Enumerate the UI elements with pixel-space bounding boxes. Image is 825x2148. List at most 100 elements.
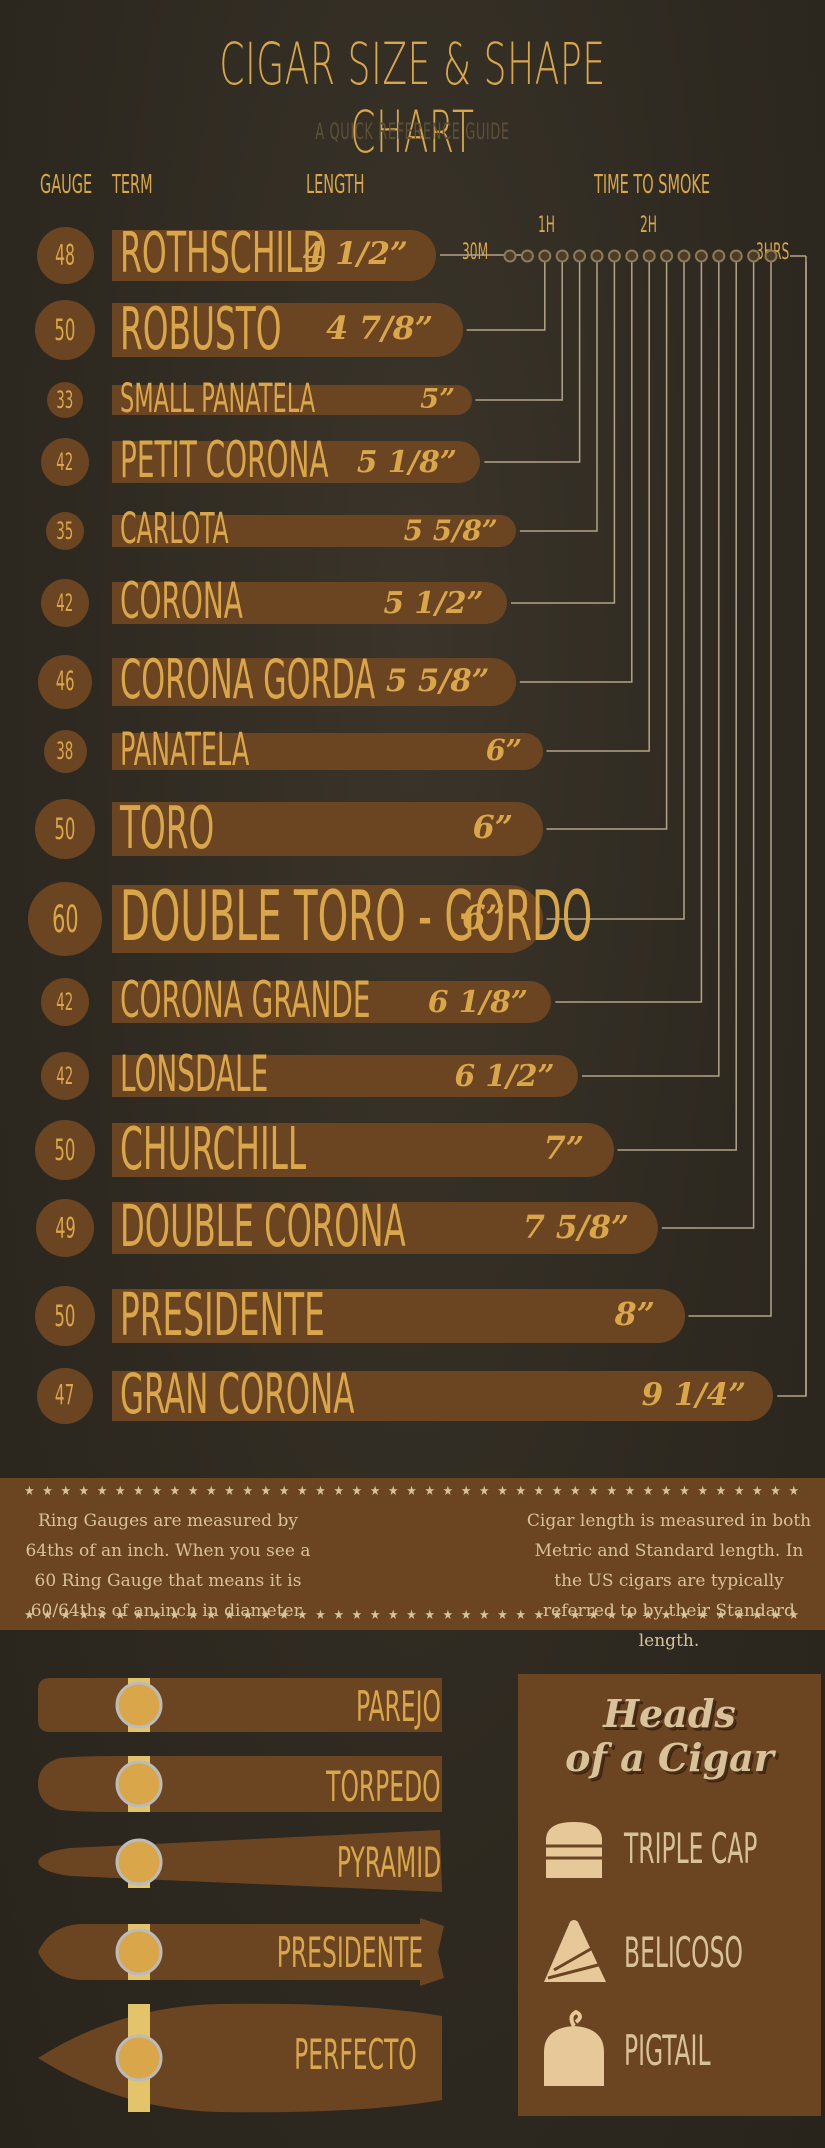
shape-label-parejo: PAREJO <box>356 1682 441 1731</box>
smoke-time-connector <box>484 256 581 463</box>
time-dot <box>520 249 534 263</box>
cigar-length: 4 7/8” <box>326 310 434 348</box>
smoke-time-connector <box>466 256 546 331</box>
gauge-value: 46 <box>55 666 75 698</box>
length-header: LENGTH <box>306 170 365 200</box>
triple-cap-icon <box>546 1822 602 1878</box>
cigar-term: TORO <box>120 792 215 862</box>
pigtail-icon <box>544 2009 604 2086</box>
gauge-circle: 60 <box>28 882 102 956</box>
smoke-time-connector <box>688 256 772 1317</box>
shape-label-pyramid: PYRAMID <box>336 1838 441 1887</box>
cigar-length: 8” <box>614 1296 655 1334</box>
cigar-length: 6” <box>462 897 506 938</box>
gauge-circle: 50 <box>35 300 95 360</box>
gauge-circle: 42 <box>40 1051 90 1101</box>
smoke-time-connector <box>546 256 668 830</box>
cigar-term: LONSDALE <box>120 1044 269 1103</box>
cigar-bar <box>112 1123 614 1177</box>
gauge-circle: 50 <box>35 799 95 859</box>
cigar-length: 5 1/8” <box>356 443 457 479</box>
cigar-bar <box>112 1371 774 1421</box>
cigar-bar <box>112 657 516 707</box>
cigar-term: ROBUSTO <box>120 293 282 363</box>
smoke-time-connector <box>546 256 650 752</box>
cigar-term: PRESIDENTE <box>120 1279 325 1349</box>
cigar-length: 7 5/8” <box>522 1208 630 1246</box>
heads-title: Heads of a Cigar <box>518 1692 821 1780</box>
cigar-term: PETIT CORONA <box>120 430 329 489</box>
gauge-circle: 47 <box>37 1368 93 1424</box>
cigar-length: 5 5/8” <box>385 662 490 699</box>
gauge-circle: 33 <box>47 382 83 418</box>
time-dot <box>538 249 552 263</box>
cigar-length: 5 1/2” <box>383 584 484 620</box>
star-border-bottom: ★ ★ ★ ★ ★ ★ ★ ★ ★ ★ ★ ★ ★ ★ ★ ★ ★ ★ ★ ★ … <box>24 1608 801 1623</box>
gauge-circle: 48 <box>36 226 94 284</box>
page-subtitle: A QUICK REFERENCE GUIDE <box>315 120 510 145</box>
gauge-value: 33 <box>56 386 74 414</box>
info-band: ★ ★ ★ ★ ★ ★ ★ ★ ★ ★ ★ ★ ★ ★ ★ ★ ★ ★ ★ ★ … <box>0 1478 825 1651</box>
cigar-length: 9 1/4” <box>641 1376 746 1413</box>
cigar-shapes-illustration <box>38 1678 444 2113</box>
gauge-value: 42 <box>56 987 74 1016</box>
shape-label-perfecto: PERFECTO <box>294 2030 417 2079</box>
shape-label-presidente: PRESIDENTE <box>276 1928 423 1977</box>
time-dot <box>573 249 587 263</box>
gauge-header: GAUGE <box>40 170 93 200</box>
cigar-bar <box>112 802 543 856</box>
heads-title-line2: of a Cigar <box>565 1735 774 1780</box>
shape-label-torpedo: TORPEDO <box>326 1762 441 1811</box>
smoke-time-connector <box>617 256 737 1151</box>
time-dot <box>642 249 656 263</box>
time-dot <box>747 249 761 263</box>
gauge-circle: 35 <box>45 511 85 551</box>
cigar-bar <box>112 885 543 953</box>
heads-title-line1: Heads <box>603 1691 736 1736</box>
cigar-length: 6” <box>485 733 523 768</box>
cigar-term: CORONA GRANDE <box>120 970 371 1029</box>
time-dot <box>625 249 639 263</box>
gauge-value: 38 <box>56 737 74 765</box>
gauge-value: 49 <box>54 1210 76 1245</box>
cigar-bar <box>112 1054 578 1098</box>
cigar-length: 6” <box>472 809 513 847</box>
time-dot <box>712 249 726 263</box>
time-dot <box>660 249 674 263</box>
smoke-time-connector <box>582 256 720 1077</box>
time-dot <box>555 249 569 263</box>
cigar-term: DOUBLE CORONA <box>120 1192 406 1261</box>
smoke-time-connectors <box>440 249 807 1397</box>
gauge-circle: 42 <box>40 977 90 1027</box>
cigar-term: GRAN CORONA <box>120 1361 355 1427</box>
cigar-term: ROTHSCHILD <box>120 219 327 286</box>
smoke-time-connector <box>661 256 755 1229</box>
gauge-value: 47 <box>55 1380 75 1412</box>
smoke-time-connector <box>519 256 598 532</box>
heads-panel: Heads of a Cigar TRIPLE CAP BELICOSO PIG… <box>518 1674 821 2116</box>
cigar-bar <box>112 385 472 415</box>
term-header: TERM <box>112 170 153 200</box>
page-title: CIGAR SIZE & SHAPE CHART <box>219 30 606 166</box>
belicoso-icon <box>544 1920 606 1982</box>
time-label-30m: 30M <box>462 240 489 265</box>
head-label-triple-cap: TRIPLE CAP <box>624 1824 758 1873</box>
gauge-value: 50 <box>54 1132 76 1167</box>
time-dot <box>677 249 691 263</box>
cigar-bar <box>112 581 507 625</box>
gauge-circle: 46 <box>37 654 93 710</box>
smoke-time-connector <box>511 256 616 604</box>
cigar-bar <box>112 229 436 281</box>
cigar-term: DOUBLE TORO - GORDO <box>120 875 593 957</box>
cigar-bar <box>112 303 463 357</box>
gauge-value: 50 <box>54 811 76 846</box>
time-dot <box>729 249 743 263</box>
time-dot <box>590 249 604 263</box>
time-header: TIME TO SMOKE <box>594 170 711 200</box>
gauge-circle: 50 <box>35 1286 95 1346</box>
cigar-bar <box>112 1201 658 1255</box>
cigar-length: 7” <box>543 1130 584 1168</box>
star-border-top: ★ ★ ★ ★ ★ ★ ★ ★ ★ ★ ★ ★ ★ ★ ★ ★ ★ ★ ★ ★ … <box>24 1484 801 1499</box>
cigar-length: 6 1/2” <box>454 1057 555 1093</box>
